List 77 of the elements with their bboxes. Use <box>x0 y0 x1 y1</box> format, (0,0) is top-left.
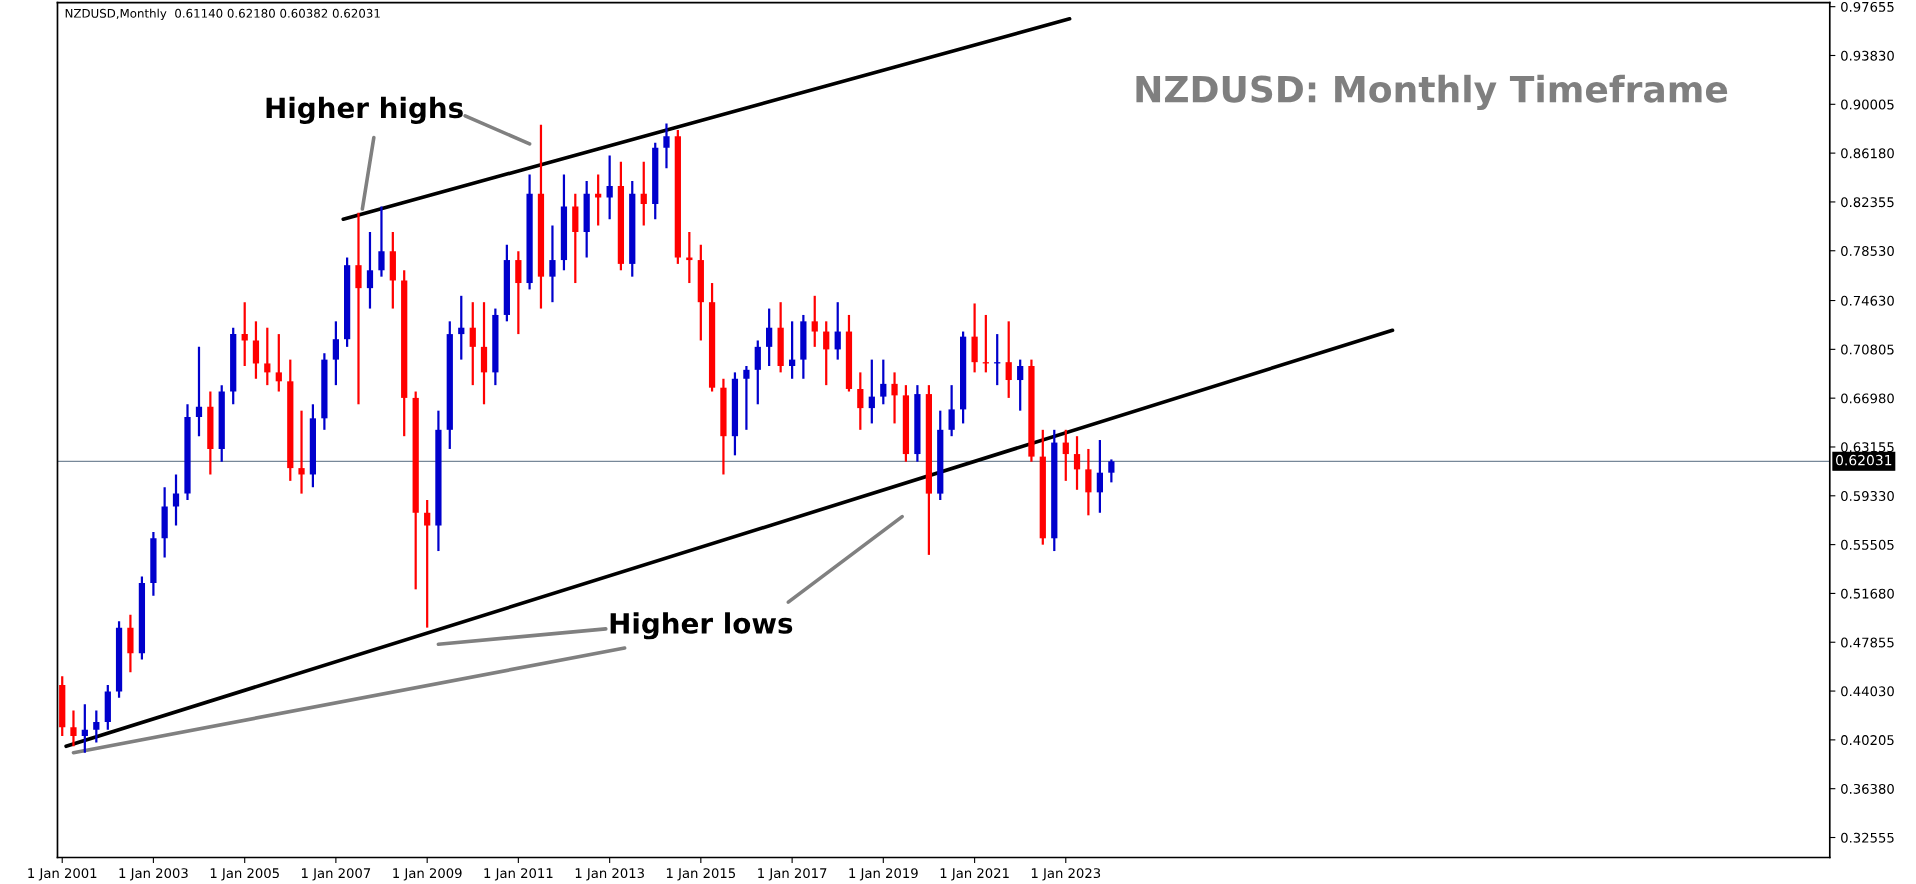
candlestick <box>241 301 248 368</box>
candlestick <box>1005 320 1012 400</box>
y-tick-label: 0.90005 <box>1841 99 1894 110</box>
candlestick <box>81 703 88 754</box>
candlestick <box>549 224 556 304</box>
y-tick-label: 0.51680 <box>1841 588 1894 599</box>
chart-subtitle: NZDUSD,Monthly 0.61140 0.62180 0.60382 0.62031 <box>65 8 380 21</box>
y-tick-label: 0.66980 <box>1841 393 1894 404</box>
candlestick <box>789 320 796 380</box>
candlestick <box>606 154 613 221</box>
y-tick-label: 0.40205 <box>1841 735 1894 746</box>
x-tick-label: 1 Jan 2019 <box>849 868 918 881</box>
y-tick-label: 0.59330 <box>1841 491 1894 501</box>
candlestick <box>1062 428 1069 482</box>
candlestick <box>252 320 260 380</box>
candlestick <box>1017 358 1024 412</box>
candlestick <box>1073 435 1081 491</box>
candlestick <box>469 301 476 387</box>
ref-line-label: 0.62031 <box>1836 454 1892 466</box>
y-tick-label: 0.86180 <box>1841 148 1894 159</box>
candlestick <box>663 122 670 170</box>
candlestick <box>811 294 818 348</box>
annotation: Higher lows <box>610 612 793 640</box>
annotation: Higher highs <box>266 96 463 124</box>
y-tick-label: 0.47855 <box>1841 637 1894 648</box>
x-tick-label: 1 Jan 2005 <box>210 868 279 881</box>
y-tick-label: 0.93830 <box>1841 50 1894 61</box>
candlestick <box>868 358 875 425</box>
x-tick-label: 1 Jan 2007 <box>301 868 371 881</box>
candlestick <box>754 339 761 406</box>
candlestick <box>458 294 465 361</box>
candlestick <box>948 384 955 438</box>
candlestick <box>264 326 271 387</box>
x-tick-label: 1 Jan 2015 <box>666 868 736 881</box>
y-tick-label: 0.74630 <box>1841 295 1894 306</box>
candlestick <box>298 409 305 495</box>
y-tick-label: 0.36380 <box>1841 783 1894 794</box>
y-tick-label: 0.44030 <box>1841 686 1894 697</box>
candlestick <box>857 371 864 431</box>
x-tick-label: 1 Jan 2023 <box>1031 868 1101 881</box>
candlestick <box>355 211 362 406</box>
candlestick <box>880 358 887 406</box>
candlestick <box>834 301 841 361</box>
candlestick <box>93 709 100 744</box>
y-tick-label: 0.78530 <box>1841 245 1894 256</box>
y-tick-label: 0.70805 <box>1841 344 1894 355</box>
x-tick-label: 1 Jan 2001 <box>28 868 97 881</box>
x-tick-label: 1 Jan 2017 <box>758 868 827 881</box>
candlestick <box>595 173 602 227</box>
candlestick <box>378 205 385 278</box>
y-tick-label: 0.97655 <box>1841 1 1894 12</box>
text: NZDUSD: Monthly Timeframe <box>1136 74 1728 111</box>
y-tick-label: 0.55505 <box>1841 539 1894 550</box>
y-tick-label: 0.82355 <box>1841 197 1894 208</box>
candlestick <box>70 709 77 748</box>
y-tick-label: 0.32555 <box>1841 832 1894 843</box>
candlestick <box>424 498 431 629</box>
candlestick <box>1085 447 1092 517</box>
candlestick <box>891 371 898 425</box>
candlestick <box>332 320 339 387</box>
x-tick-label: 1 Jan 2011 <box>484 868 553 881</box>
x-tick-label: 1 Jan 2003 <box>119 868 188 881</box>
candlestick <box>766 307 773 368</box>
x-tick-label: 1 Jan 2021 <box>940 868 1009 881</box>
y-tick-label: 0.63155 <box>1841 442 1894 453</box>
x-tick-label: 1 Jan 2013 <box>575 868 644 881</box>
candlestick <box>366 230 374 310</box>
candlestick <box>275 332 282 393</box>
candlestick <box>195 345 203 438</box>
candlestick <box>172 473 180 527</box>
candlestick <box>640 160 647 227</box>
candlestick <box>515 250 522 336</box>
candlestick <box>1108 458 1115 484</box>
x-tick-label: 1 Jan 2009 <box>393 868 462 881</box>
candlestick <box>823 320 830 387</box>
candlestick <box>1096 438 1103 514</box>
candlestick <box>743 364 750 431</box>
